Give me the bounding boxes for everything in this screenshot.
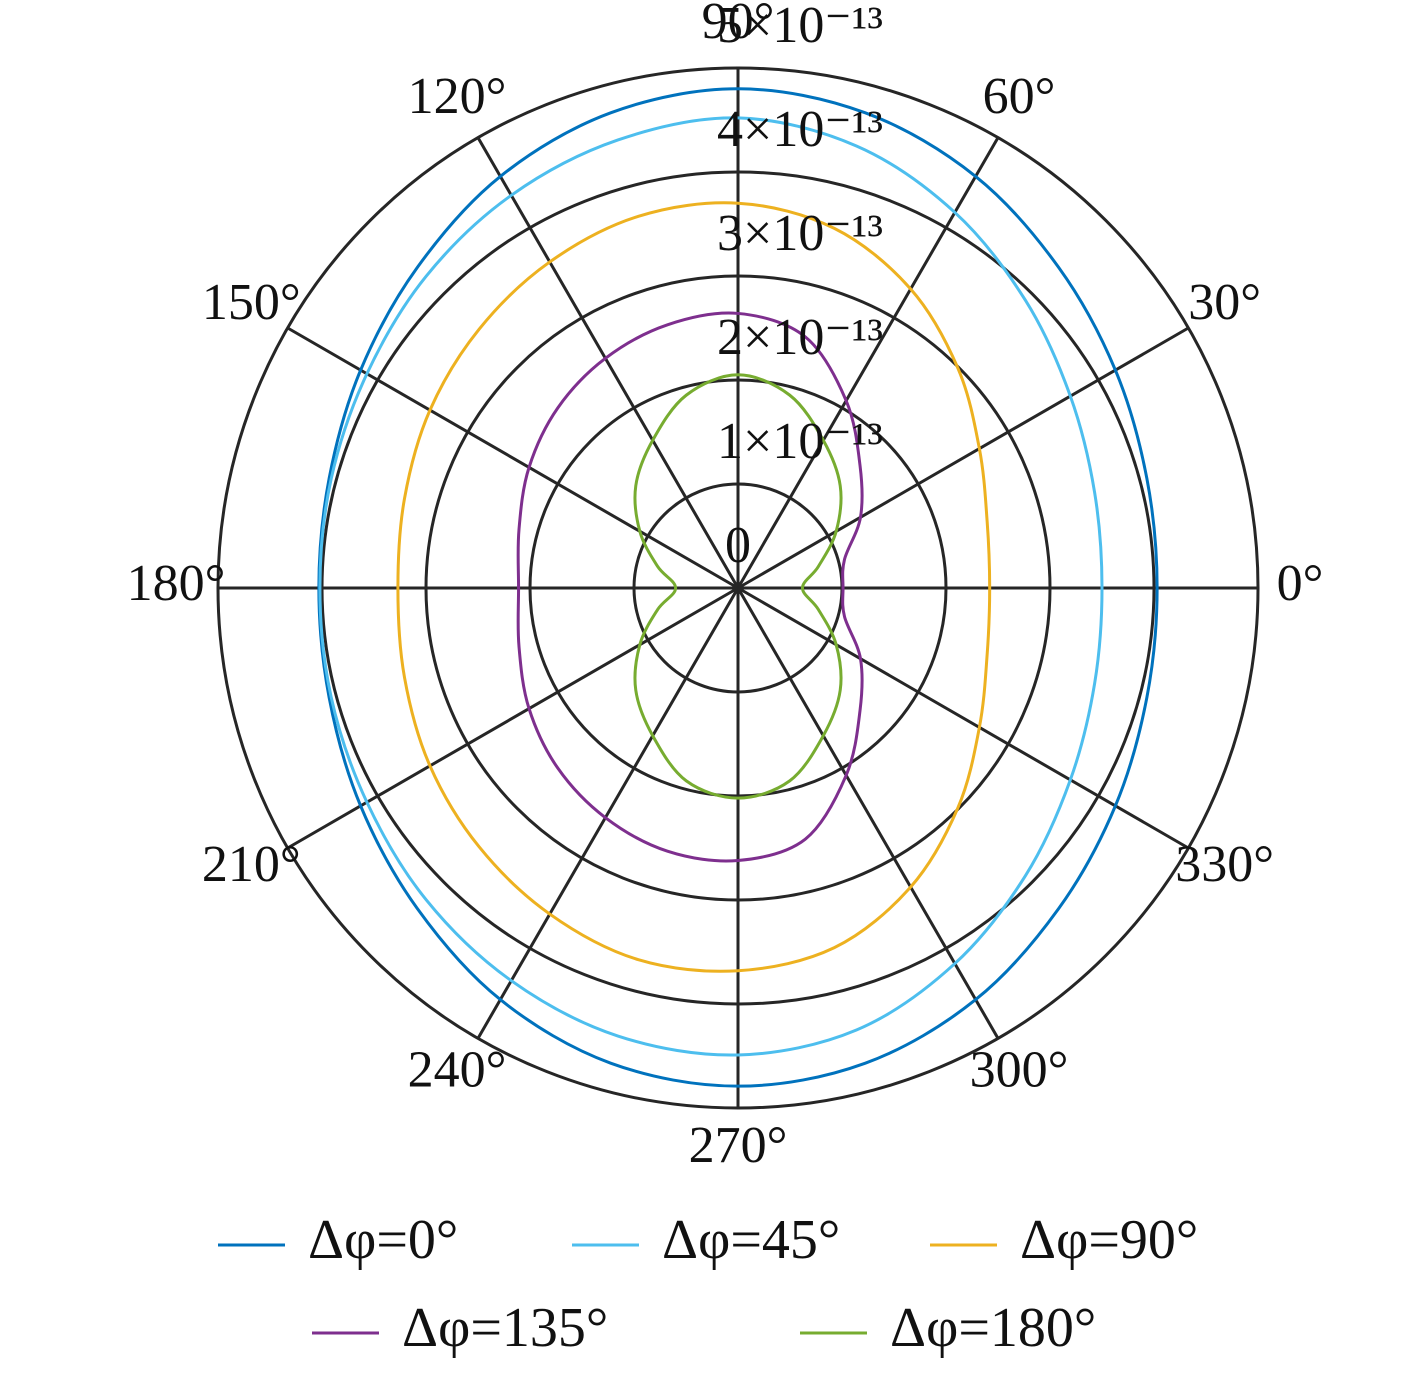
theta-tick-label: 270°: [689, 1117, 788, 1174]
grid-spoke: [286, 586, 739, 850]
series-line: [318, 116, 1104, 1057]
theta-tick-label: 90°: [702, 0, 775, 50]
series-line: [633, 373, 843, 800]
r-tick-label: 4×10⁻¹³: [717, 101, 883, 158]
legend-label: Δφ=45°: [662, 1209, 840, 1271]
legend-label: Δφ=180°: [890, 1297, 1096, 1359]
grid-spoke: [736, 587, 1000, 1040]
r-tick-label: 0: [725, 517, 751, 574]
r-tick-label: 1×10⁻¹³: [717, 413, 883, 470]
series-line: [516, 311, 864, 863]
theta-tick-label: 30°: [1188, 274, 1261, 331]
legend-label: Δφ=90°: [1020, 1209, 1198, 1271]
r-tick-label: 3×10⁻¹³: [717, 205, 883, 262]
r-tick-label: 5×10⁻¹³: [717, 0, 883, 54]
theta-tick-label: 120°: [408, 68, 507, 125]
theta-tick-label: 180°: [127, 555, 226, 612]
legend-label: Δφ=135°: [402, 1297, 608, 1359]
grid-spoke: [737, 586, 1190, 850]
theta-tick-label: 330°: [1175, 836, 1274, 893]
theta-tick-label: 240°: [408, 1042, 507, 1099]
grid-spoke: [737, 326, 1190, 590]
grid-spoke: [476, 587, 740, 1040]
theta-tick-label: 300°: [970, 1042, 1069, 1099]
theta-tick-label: 210°: [202, 836, 301, 893]
theta-tick-label: 150°: [202, 274, 301, 331]
legend-label: Δφ=0°: [308, 1209, 458, 1271]
series-line: [396, 201, 992, 973]
theta-tick-label: 0°: [1277, 555, 1324, 612]
theta-tick-label: 60°: [983, 68, 1056, 125]
grid-spoke: [286, 326, 739, 590]
grid-spoke: [476, 136, 740, 589]
r-tick-label: 2×10⁻¹³: [717, 309, 883, 366]
